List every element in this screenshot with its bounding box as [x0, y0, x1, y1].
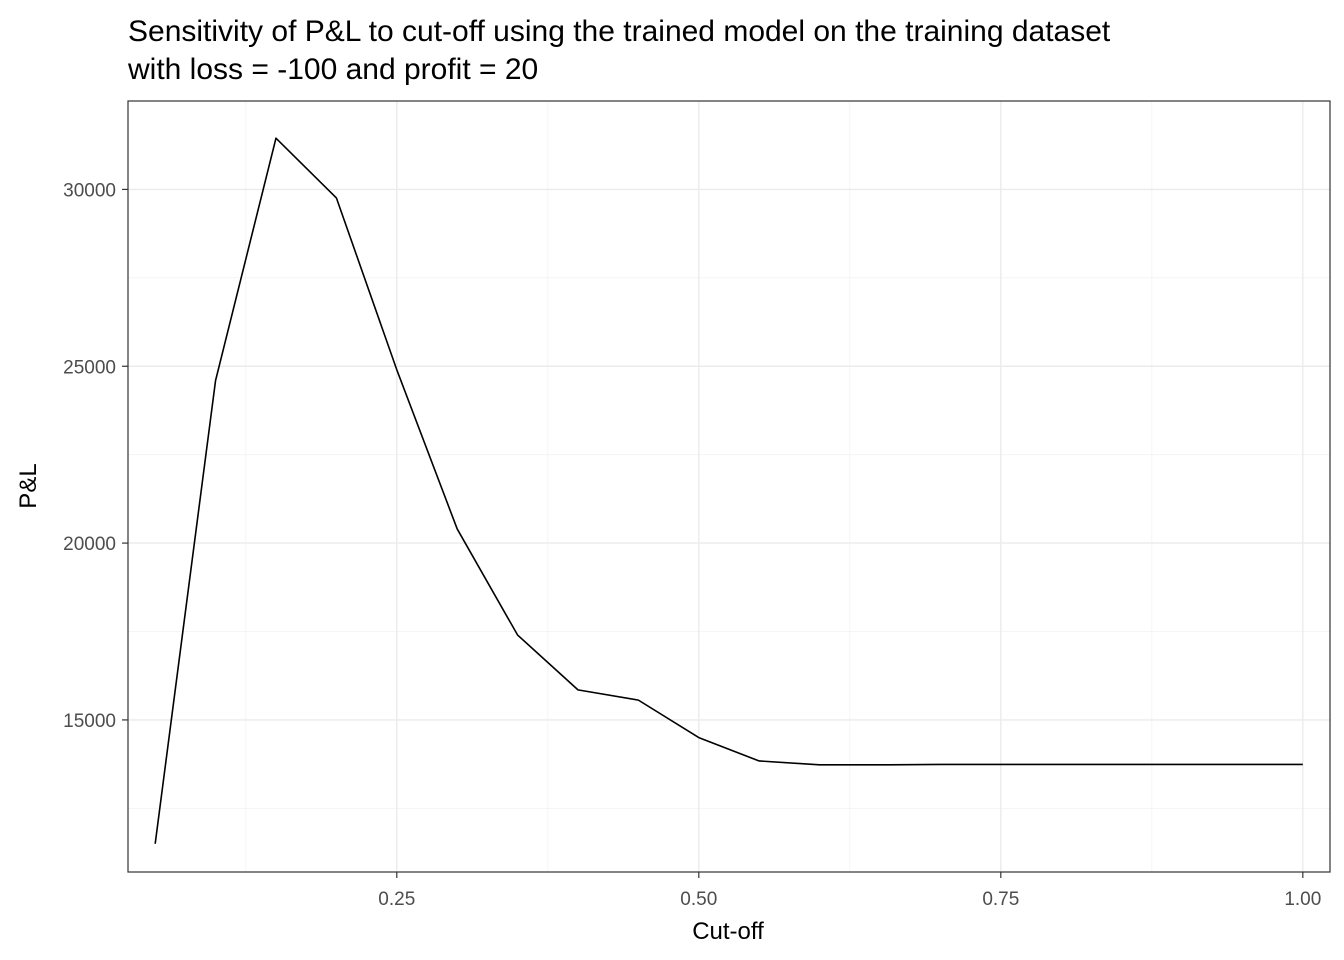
- series-line: [154, 137, 1303, 844]
- y-tick-label: 15000: [63, 711, 116, 732]
- grid-lines: [128, 101, 1330, 872]
- axis-ticks: [122, 188, 1304, 878]
- x-axis-title: Cut-off: [692, 918, 764, 945]
- axis-tick-labels: 0.25 0.50 0.75 1.00 15000 20000 25000 30000: [63, 180, 1321, 910]
- x-tick-label: 0.50: [680, 889, 717, 910]
- y-axis-title: P&L: [15, 463, 42, 508]
- x-tick-label: 1.00: [1284, 889, 1321, 910]
- y-tick-label: 25000: [63, 357, 116, 378]
- series-layer: [154, 137, 1303, 844]
- chart-title-line-1: Sensitivity of P&L to cut-off using the …: [128, 15, 1111, 48]
- x-tick-label: 0.75: [982, 889, 1019, 910]
- y-tick-label: 20000: [63, 534, 116, 555]
- chart-title-line-2: with loss = -100 and profit = 20: [127, 53, 538, 86]
- plot-panel-border: [127, 100, 1331, 873]
- x-tick-label: 0.25: [378, 889, 415, 910]
- y-tick-label: 30000: [63, 180, 116, 201]
